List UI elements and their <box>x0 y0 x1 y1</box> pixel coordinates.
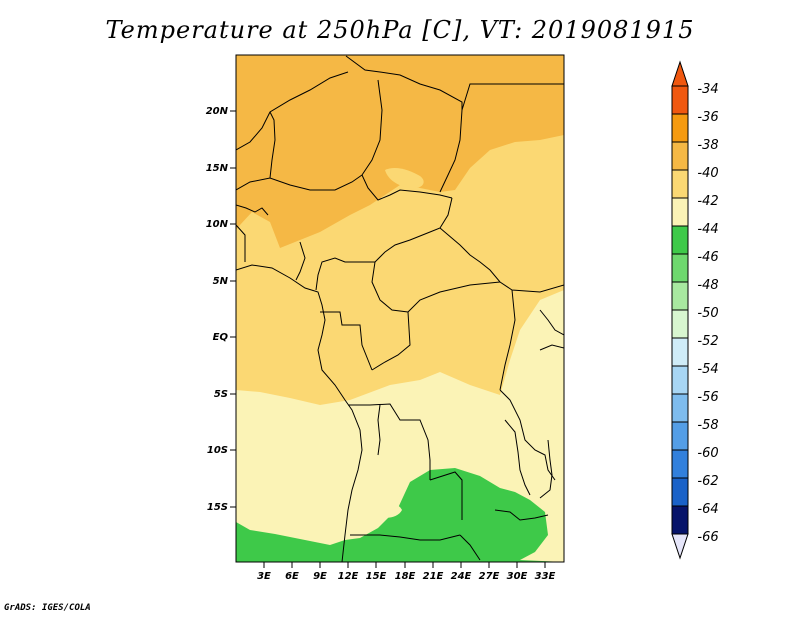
lat-label: EQ <box>213 332 229 343</box>
lat-label: 5N <box>213 276 229 287</box>
colorbar-cell <box>671 393 689 423</box>
colorbar-top-arrow <box>671 60 689 87</box>
lon-label: 9E <box>313 571 327 582</box>
colorbar-label: -56 <box>697 390 718 405</box>
colorbar-cell <box>671 85 689 115</box>
colorbar-cell <box>671 309 689 339</box>
colorbar-cell <box>671 421 689 451</box>
colorbar-cell <box>671 169 689 199</box>
colorbar-cell <box>671 337 689 367</box>
credit-label: GrADS: IGES/COLA <box>4 603 91 613</box>
lon-label: 33E <box>535 571 556 582</box>
lon-label: 30E <box>507 571 528 582</box>
lon-axis <box>263 562 546 568</box>
colorbar-cell <box>671 281 689 311</box>
lat-label: 15S <box>207 502 228 513</box>
colorbar-label: -62 <box>697 474 718 489</box>
lon-label: 15E <box>366 571 387 582</box>
lat-label: 15N <box>206 163 229 174</box>
map-frame <box>235 54 565 563</box>
lat-label: 10N <box>206 219 229 230</box>
colorbar-label: -48 <box>697 278 718 293</box>
colorbar-label: -52 <box>697 334 718 349</box>
colorbar-cell <box>671 365 689 395</box>
lon-label: 18E <box>395 571 416 582</box>
colorbar-cell <box>671 505 689 535</box>
colorbar-label: -34 <box>697 82 718 97</box>
lon-label: 24E <box>451 571 472 582</box>
colorbar-label: -42 <box>697 194 718 209</box>
colorbar-label: -36 <box>697 110 718 125</box>
colorbar-label: -40 <box>697 166 718 181</box>
colorbar-label: -44 <box>697 222 718 237</box>
colorbar-label: -54 <box>697 362 718 377</box>
chart-title: Temperature at 250hPa [C], VT: 201908191… <box>105 16 695 44</box>
lat-label: 20N <box>206 106 229 117</box>
lon-label: 27E <box>479 571 500 582</box>
colorbar-cell <box>671 225 689 255</box>
borders <box>236 55 564 562</box>
colorbar-cell <box>671 253 689 283</box>
band-38-36 <box>236 55 564 248</box>
colorbar-label: -58 <box>697 418 718 433</box>
lat-label: 10S <box>207 445 228 456</box>
colorbar-label: -46 <box>697 250 718 265</box>
lon-label: 3E <box>257 571 271 582</box>
colorbar-label: -60 <box>697 446 718 461</box>
lon-label: 21E <box>423 571 444 582</box>
lon-label: 12E <box>338 571 359 582</box>
lat-axis <box>230 110 236 508</box>
colorbar-bottom-arrow <box>671 533 689 560</box>
green-inlet <box>372 502 402 518</box>
colorbar-label: -38 <box>697 138 718 153</box>
colorbar-label: -66 <box>697 530 718 545</box>
colorbar-cell <box>671 197 689 227</box>
colorbar-cell <box>671 141 689 171</box>
colorbar-cell <box>671 449 689 479</box>
lon-label: 6E <box>285 571 299 582</box>
lat-label: 5S <box>214 389 228 400</box>
colorbar-cell <box>671 477 689 507</box>
pale-patch <box>385 167 424 189</box>
temperature-field <box>236 55 564 562</box>
colorbar-label: -50 <box>697 306 718 321</box>
band-46-44 <box>236 468 564 562</box>
colorbar-cell <box>671 113 689 143</box>
colorbar-label: -64 <box>697 502 718 517</box>
colorbar <box>671 60 689 560</box>
